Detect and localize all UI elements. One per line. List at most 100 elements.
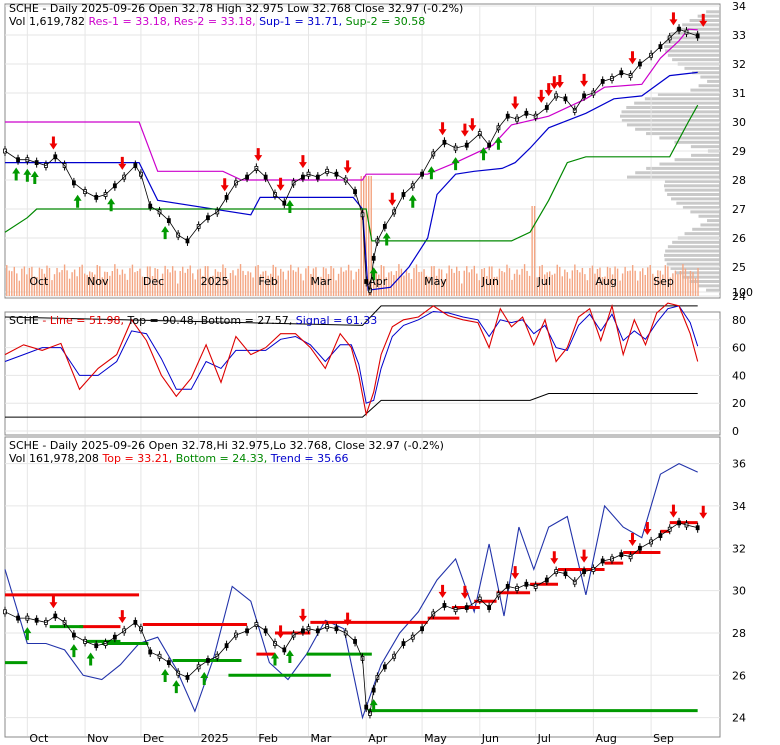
sell-arrow bbox=[438, 122, 447, 136]
volume-bar bbox=[234, 275, 237, 296]
volume-bar bbox=[327, 274, 330, 296]
y-tick-label: 32 bbox=[732, 542, 746, 555]
volume-bar bbox=[43, 273, 46, 296]
volume-bar bbox=[584, 274, 586, 296]
volume-profile-bar bbox=[706, 10, 720, 14]
volume-bar bbox=[430, 266, 433, 296]
volume-bar bbox=[559, 266, 561, 296]
sup-1-line bbox=[5, 71, 698, 291]
y-tick-label: 32 bbox=[732, 58, 746, 71]
volume-bar bbox=[669, 277, 672, 296]
volume-bar bbox=[398, 264, 400, 296]
volume-bar bbox=[239, 264, 242, 296]
oscillator-panel-title: SCHE - Line = 51.98, Top = 90.48, Bottom… bbox=[9, 314, 377, 327]
volume-bar bbox=[232, 270, 234, 296]
volume-profile-bar bbox=[664, 184, 720, 188]
volume-profile-bar bbox=[667, 53, 720, 57]
volume-bar bbox=[616, 268, 619, 296]
trend-candle bbox=[3, 609, 7, 615]
volume-bar bbox=[478, 280, 481, 296]
trend-buy-arrow bbox=[69, 644, 78, 658]
volume-bar bbox=[614, 266, 616, 296]
volume-bar bbox=[280, 268, 282, 296]
volume-profile-bar bbox=[698, 214, 720, 218]
volume-bar bbox=[463, 270, 465, 296]
volume-bar bbox=[543, 274, 546, 296]
volume-bar bbox=[335, 280, 337, 296]
volume-bar bbox=[528, 275, 531, 296]
volume-bar bbox=[227, 279, 229, 296]
volume-bar bbox=[687, 276, 689, 296]
volume-profile-bar bbox=[664, 40, 720, 44]
volume-bar bbox=[199, 268, 202, 296]
trend-sell-arrow bbox=[343, 612, 352, 626]
volume-bar bbox=[194, 279, 196, 296]
volume-bar bbox=[312, 268, 315, 296]
volume-bar bbox=[124, 273, 126, 296]
axis-ticks: 3433323130292827262524100806040200363432… bbox=[29, 0, 753, 745]
volume-bar bbox=[471, 269, 473, 296]
x-tick-label: May bbox=[424, 732, 447, 745]
volume-profile-bar bbox=[659, 162, 720, 166]
volume-bar bbox=[644, 274, 646, 296]
price-panel-title: SCHE - Daily 2025-09-26 Open 32.78 High … bbox=[9, 2, 463, 15]
volume-bar bbox=[252, 277, 254, 296]
volume-bar bbox=[591, 265, 594, 296]
volume-bar bbox=[337, 273, 340, 296]
volume-bar bbox=[244, 275, 247, 296]
volume-bar bbox=[295, 271, 297, 296]
volume-bar bbox=[307, 265, 310, 296]
trend-sell-arrow bbox=[580, 549, 589, 563]
volume-profile-bar bbox=[674, 140, 720, 144]
trend-buy-arrow bbox=[172, 680, 181, 694]
volume-profile-bar bbox=[700, 75, 720, 79]
x-tick-label: 2025 bbox=[201, 732, 229, 745]
volume-bar bbox=[556, 264, 558, 296]
trend-buy-arrow bbox=[161, 669, 170, 683]
volume-bar bbox=[99, 266, 101, 296]
volume-bar bbox=[667, 266, 669, 296]
volume-profile-bar bbox=[682, 275, 720, 279]
x-tick-label: Jun bbox=[481, 732, 499, 745]
volume-bar bbox=[360, 176, 362, 296]
volume-bar bbox=[342, 271, 345, 296]
volume-bar bbox=[390, 271, 393, 296]
volume-bar bbox=[11, 271, 13, 296]
buy-arrow bbox=[451, 157, 460, 171]
volume-bar bbox=[659, 270, 662, 296]
trend-buy-arrow bbox=[200, 672, 209, 686]
volume-profile-bar bbox=[682, 23, 720, 27]
volume-bar bbox=[202, 275, 204, 296]
volume-profile-bar bbox=[690, 210, 720, 214]
volume-bar bbox=[536, 277, 538, 296]
sell-arrow bbox=[699, 13, 708, 27]
oscillator-bottom-line bbox=[5, 393, 698, 418]
volume-profile-bar bbox=[697, 14, 720, 18]
volume-bar bbox=[224, 267, 227, 296]
oscillator-signal-line bbox=[4, 305, 699, 404]
volume-bar bbox=[450, 268, 453, 296]
trend-panel-legend: Vol 161,978,208 Top = 33.21, Bottom = 24… bbox=[9, 452, 349, 465]
volume-bar bbox=[486, 276, 488, 296]
volume-bar bbox=[151, 276, 154, 296]
trend-sell-arrow bbox=[118, 610, 127, 624]
sell-arrow bbox=[628, 51, 637, 65]
volume-bar bbox=[141, 276, 144, 296]
volume-bar bbox=[388, 272, 390, 296]
volume-bar bbox=[589, 268, 591, 296]
x-tick-label: Sep bbox=[653, 275, 674, 288]
volume-bar bbox=[526, 270, 528, 296]
volume-bar bbox=[36, 277, 38, 296]
volume-bar bbox=[549, 271, 551, 296]
volume-bar bbox=[89, 271, 91, 296]
trend-sell-arrow bbox=[276, 625, 285, 639]
volume-bar bbox=[290, 264, 292, 296]
volume-profile-bar bbox=[664, 253, 720, 257]
volume-profile-bar bbox=[667, 193, 720, 196]
y-tick-label: 26 bbox=[732, 669, 746, 682]
volume-profile-bar bbox=[664, 45, 720, 49]
volume-bar bbox=[171, 266, 174, 296]
volume-bar bbox=[264, 270, 267, 296]
volume-bar bbox=[46, 265, 48, 296]
